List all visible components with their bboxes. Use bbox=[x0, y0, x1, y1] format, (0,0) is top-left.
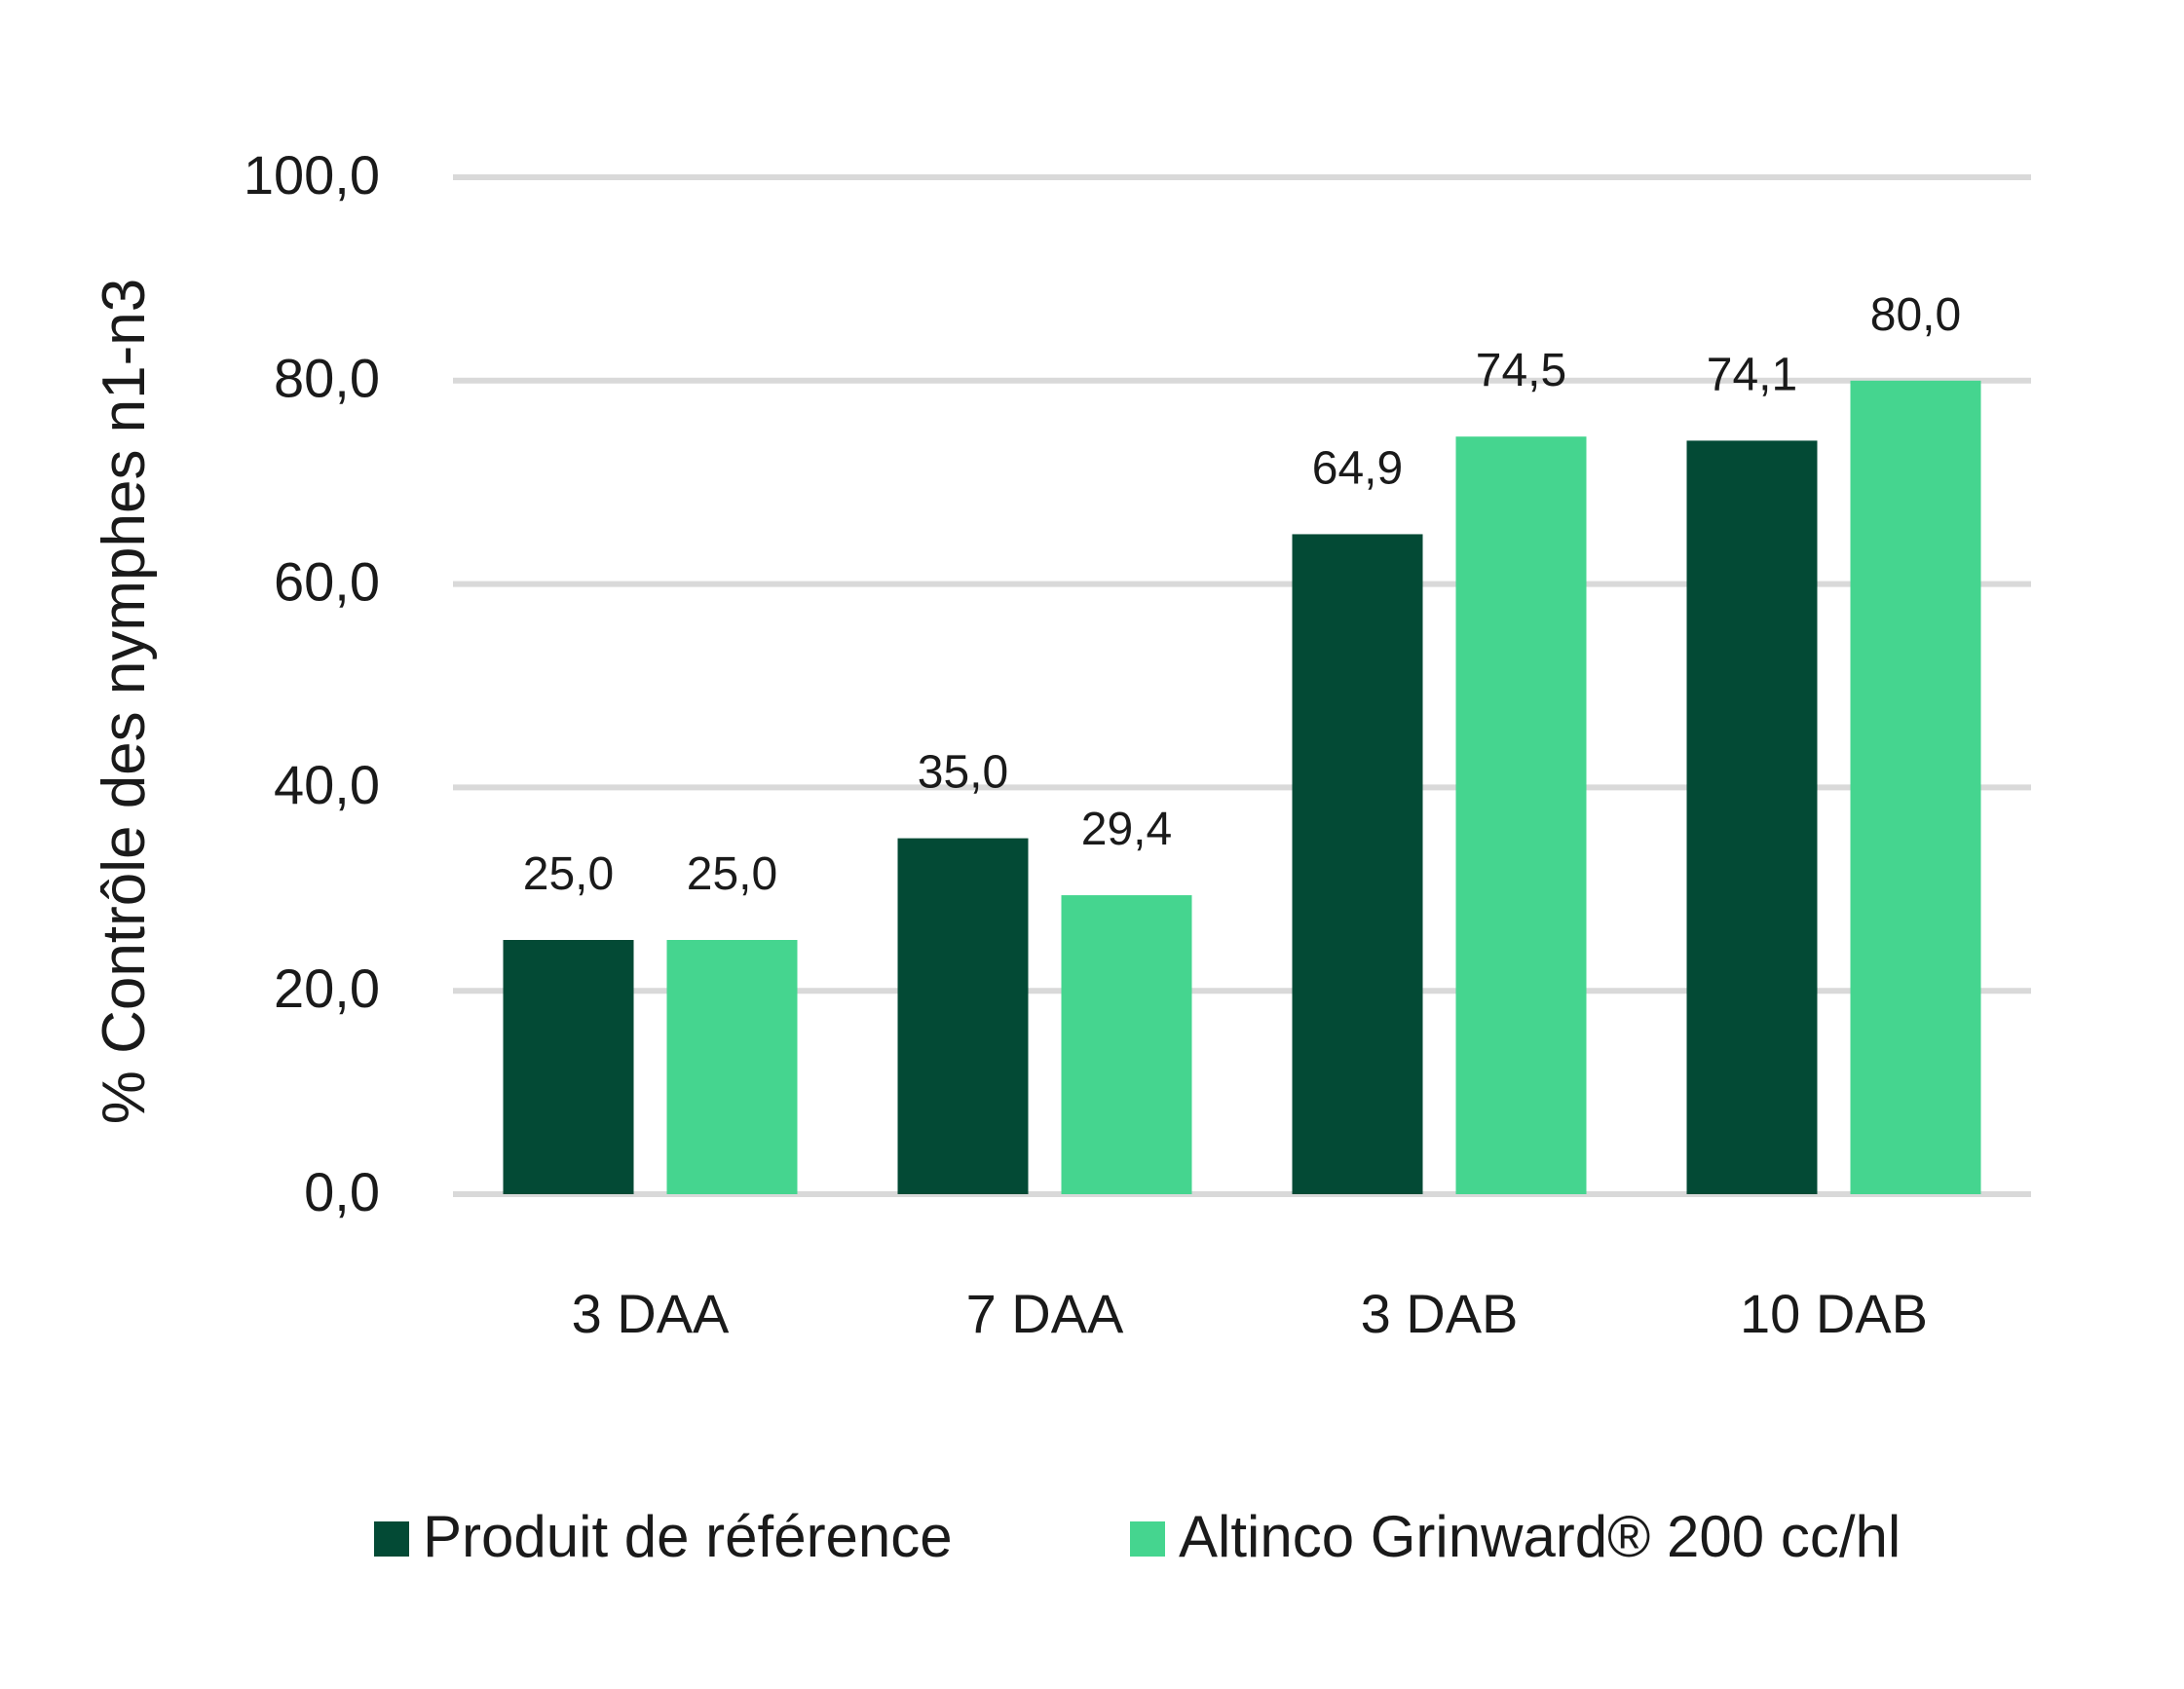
legend-label: Produit de référence bbox=[423, 1504, 953, 1569]
data-label: 64,9 bbox=[1312, 442, 1403, 494]
x-category-label: 3 DAA bbox=[572, 1283, 730, 1344]
bar-grinward bbox=[666, 940, 798, 1194]
y-tick-label: 80,0 bbox=[274, 348, 380, 409]
y-tick-label: 20,0 bbox=[274, 957, 380, 1019]
y-axis-label: % Contrôle des nymphes n1-n3 bbox=[91, 279, 158, 1124]
y-tick-label: 100,0 bbox=[244, 144, 380, 206]
bar-grinward bbox=[1850, 380, 1981, 1194]
bar-reference bbox=[503, 940, 634, 1194]
bars bbox=[503, 380, 1981, 1195]
data-label: 29,4 bbox=[1081, 804, 1172, 855]
data-label: 74,5 bbox=[1476, 345, 1566, 396]
legend-swatch bbox=[1130, 1521, 1165, 1557]
y-axis-ticks: 0,0 20,0 40,0 60,0 80,0 100,0 bbox=[244, 144, 380, 1222]
bar-reference bbox=[897, 838, 1029, 1194]
x-category-label: 7 DAA bbox=[966, 1283, 1124, 1344]
bar-grinward bbox=[1455, 436, 1587, 1195]
x-category-label: 10 DAB bbox=[1740, 1283, 1928, 1344]
x-category-label: 3 DAB bbox=[1361, 1283, 1519, 1344]
data-labels: 25,0 25,0 35,0 29,4 64,9 74,5 74,1 80,0 bbox=[523, 289, 1961, 900]
data-label: 35,0 bbox=[918, 747, 1008, 799]
y-tick-label: 60,0 bbox=[274, 550, 380, 612]
y-tick-label: 40,0 bbox=[274, 754, 380, 815]
data-label: 25,0 bbox=[523, 848, 614, 900]
legend: Produit de référence Altinco Grinward® 20… bbox=[374, 1504, 1901, 1569]
bar-grinward bbox=[1061, 895, 1192, 1194]
y-tick-label: 0,0 bbox=[304, 1161, 380, 1222]
legend-swatch bbox=[374, 1521, 409, 1557]
data-label: 80,0 bbox=[1870, 289, 1961, 341]
data-label: 74,1 bbox=[1707, 349, 1797, 400]
data-label: 25,0 bbox=[687, 848, 777, 900]
bar-reference bbox=[1292, 534, 1423, 1194]
bar-reference bbox=[1686, 440, 1818, 1194]
x-axis-categories: 3 DAA 7 DAA 3 DAB 10 DAB bbox=[572, 1283, 1928, 1344]
legend-label: Altinco Grinward® 200 cc/hl bbox=[1179, 1504, 1901, 1569]
